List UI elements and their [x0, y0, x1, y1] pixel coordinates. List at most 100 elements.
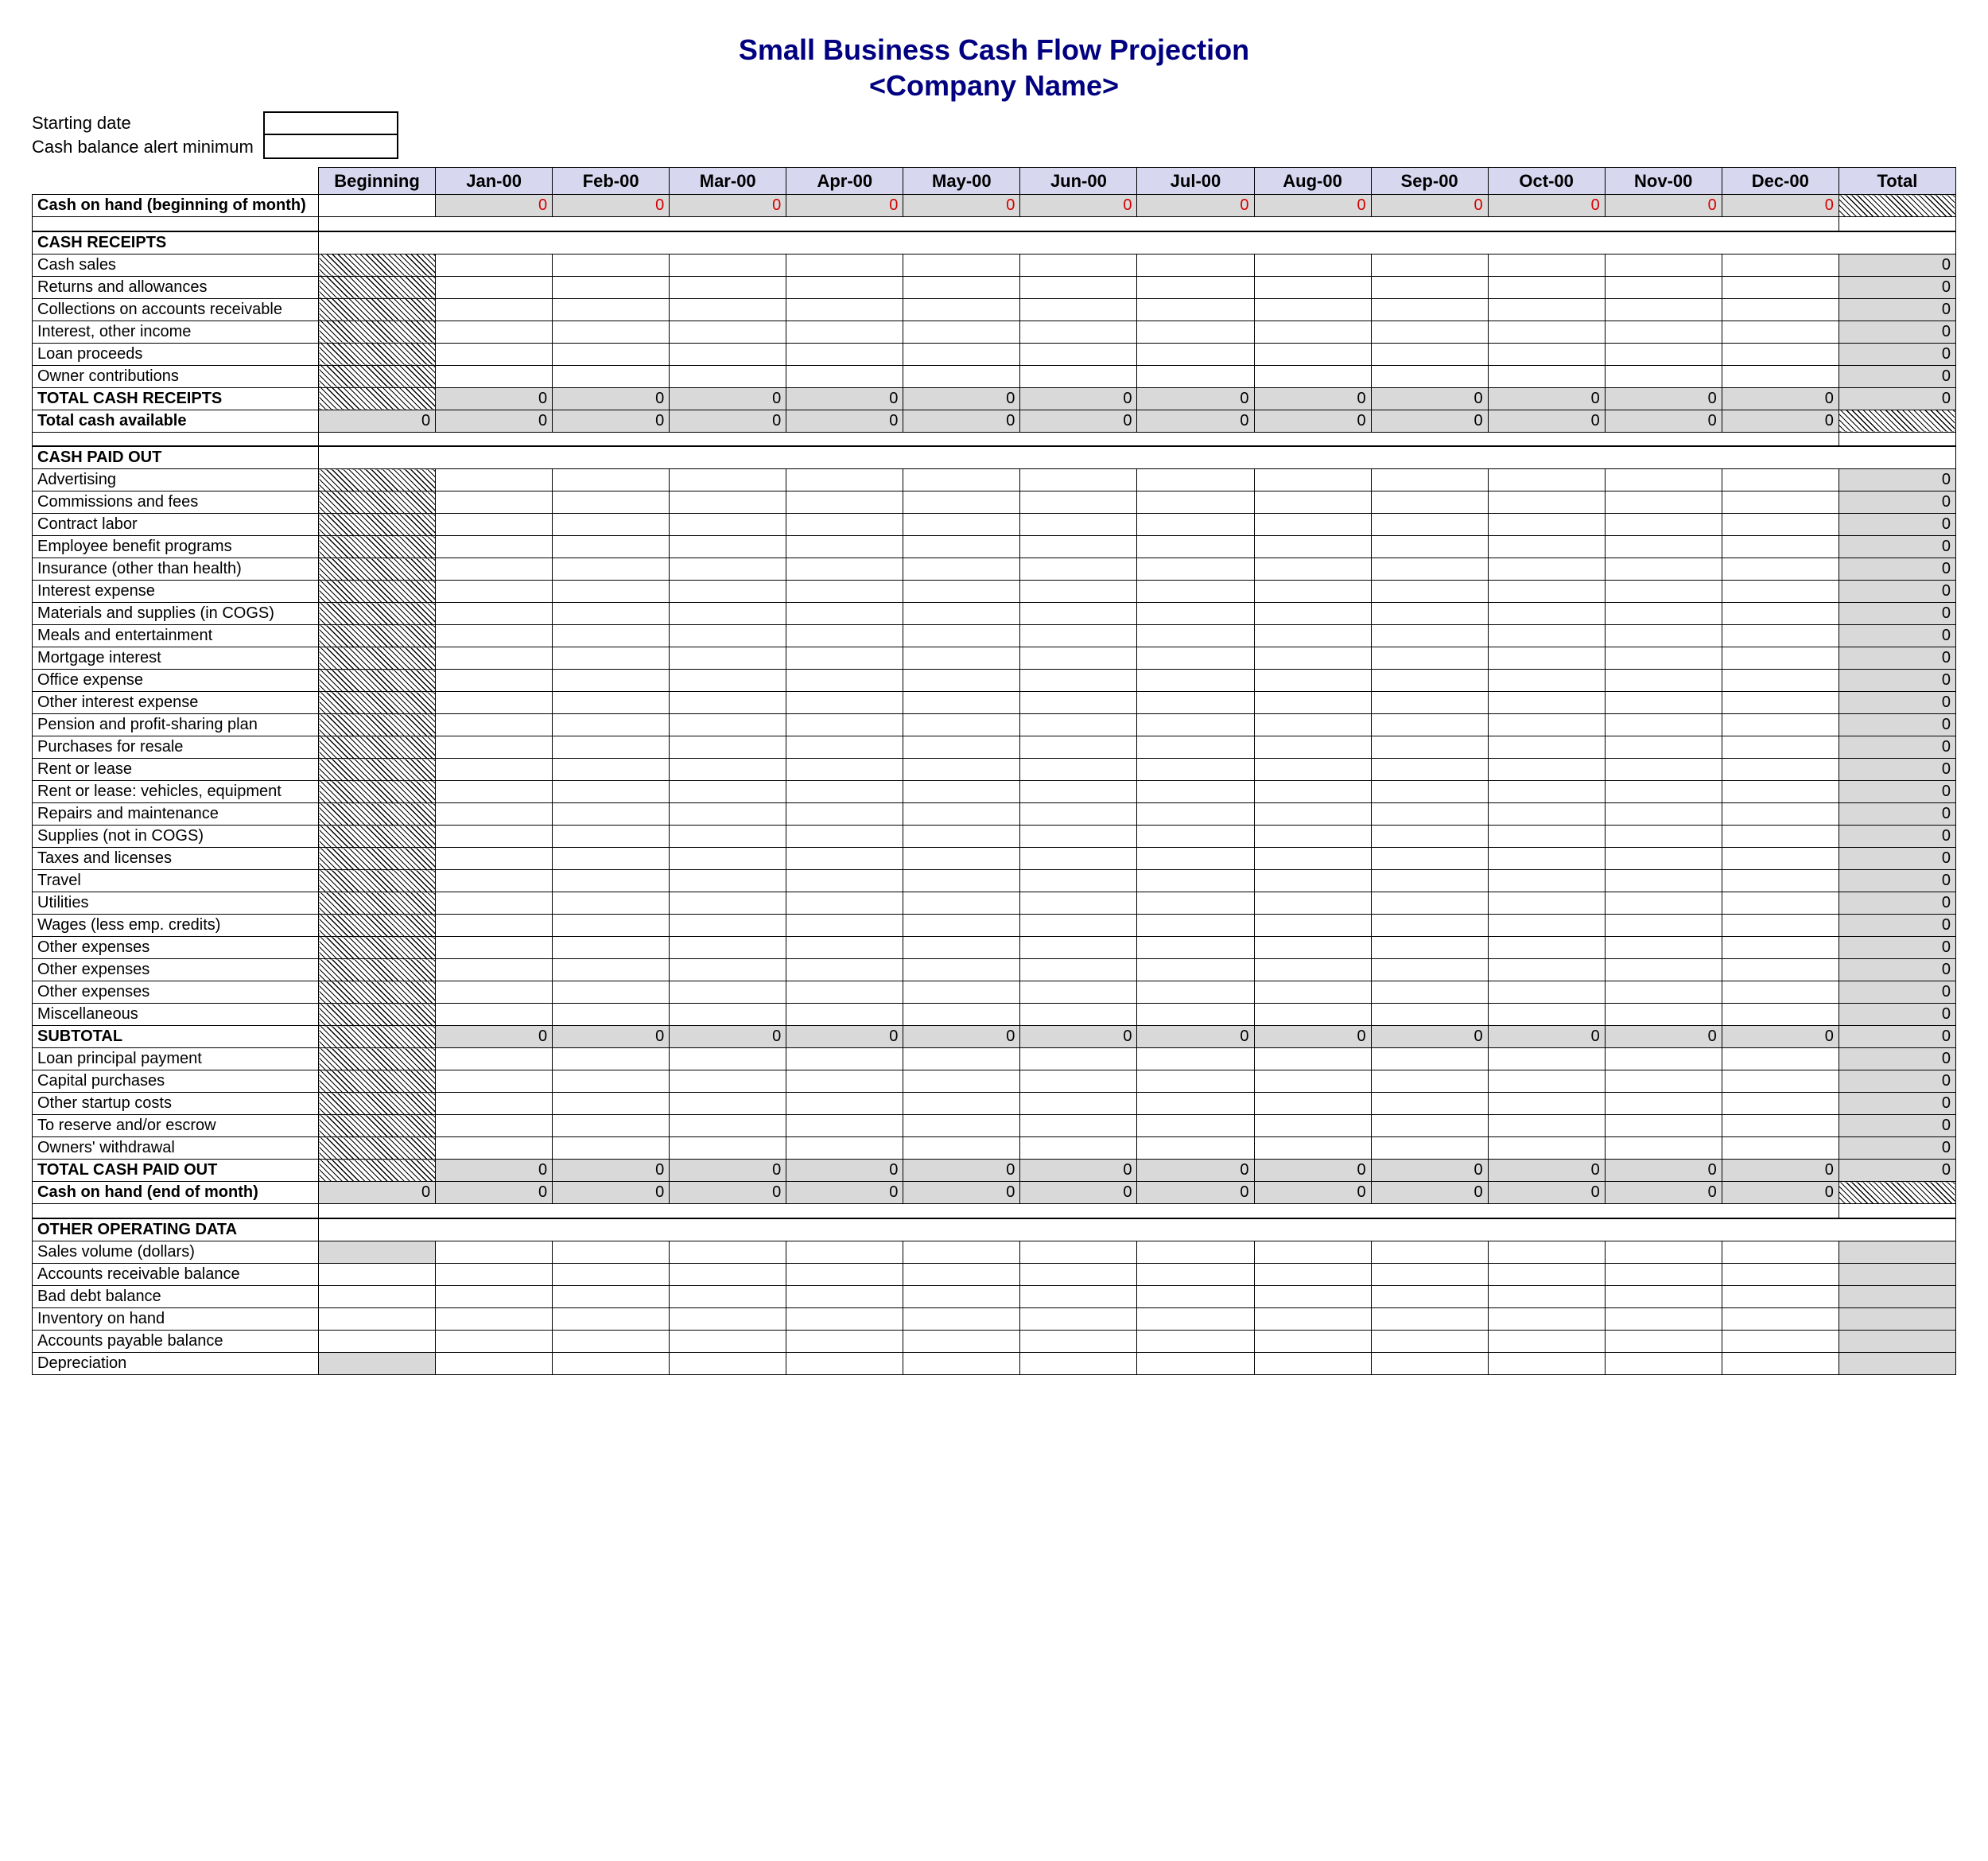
cell[interactable]: [1722, 870, 1839, 892]
cell[interactable]: [1722, 491, 1839, 514]
cell[interactable]: [1254, 915, 1371, 937]
cell[interactable]: [903, 298, 1020, 321]
cell[interactable]: [1722, 1285, 1839, 1307]
cell[interactable]: [786, 321, 903, 343]
cell[interactable]: [553, 670, 670, 692]
cell[interactable]: [319, 848, 436, 870]
cell[interactable]: [553, 1115, 670, 1137]
cell[interactable]: [903, 581, 1020, 603]
cell[interactable]: [319, 1160, 436, 1182]
cell[interactable]: [319, 581, 436, 603]
cell[interactable]: [319, 892, 436, 915]
cell[interactable]: [1137, 365, 1254, 387]
cell[interactable]: [903, 1115, 1020, 1137]
cell[interactable]: [1254, 603, 1371, 625]
cell[interactable]: [1254, 803, 1371, 826]
cell[interactable]: [553, 892, 670, 915]
cell[interactable]: [1605, 1241, 1722, 1263]
cell[interactable]: [319, 625, 436, 647]
cell[interactable]: [670, 625, 786, 647]
cell[interactable]: [553, 1004, 670, 1026]
cell[interactable]: [1020, 692, 1137, 714]
cell[interactable]: 0: [1605, 195, 1722, 217]
cell[interactable]: [1020, 254, 1137, 276]
cell[interactable]: [1488, 959, 1605, 981]
cell[interactable]: [670, 781, 786, 803]
cell[interactable]: [1722, 892, 1839, 915]
cell[interactable]: [1488, 736, 1605, 759]
cell[interactable]: [1254, 1330, 1371, 1352]
cell[interactable]: [670, 981, 786, 1004]
cell[interactable]: [670, 670, 786, 692]
cell[interactable]: [670, 803, 786, 826]
cell-total[interactable]: 0: [1839, 1048, 1955, 1070]
cell-total[interactable]: 0: [1839, 959, 1955, 981]
cell[interactable]: [670, 959, 786, 981]
cell[interactable]: [1020, 670, 1137, 692]
cell[interactable]: [436, 826, 553, 848]
cell[interactable]: [1371, 365, 1488, 387]
cell[interactable]: [1488, 915, 1605, 937]
cell[interactable]: [553, 981, 670, 1004]
cell[interactable]: 0: [1371, 1160, 1488, 1182]
cell[interactable]: 0: [1254, 1160, 1371, 1182]
cell[interactable]: [553, 1263, 670, 1285]
cell[interactable]: [903, 915, 1020, 937]
cell[interactable]: [1137, 625, 1254, 647]
cell[interactable]: [903, 625, 1020, 647]
cell[interactable]: 0: [1254, 1026, 1371, 1048]
cell-total[interactable]: 0: [1839, 736, 1955, 759]
cell[interactable]: [1137, 714, 1254, 736]
cell[interactable]: [1488, 1352, 1605, 1374]
cell[interactable]: [1020, 469, 1137, 491]
cell[interactable]: [1020, 1004, 1137, 1026]
cell[interactable]: [1722, 1307, 1839, 1330]
cell[interactable]: [1254, 692, 1371, 714]
cell[interactable]: [319, 536, 436, 558]
cell[interactable]: [553, 1285, 670, 1307]
cell-total[interactable]: [1839, 1285, 1955, 1307]
cell[interactable]: [786, 254, 903, 276]
cell[interactable]: [786, 892, 903, 915]
cell[interactable]: [1254, 937, 1371, 959]
cell[interactable]: [1137, 321, 1254, 343]
cell[interactable]: [1137, 298, 1254, 321]
cell[interactable]: [553, 581, 670, 603]
cell[interactable]: [903, 647, 1020, 670]
cell[interactable]: [1371, 759, 1488, 781]
cell[interactable]: [1722, 254, 1839, 276]
cell[interactable]: [1254, 321, 1371, 343]
cell[interactable]: [319, 803, 436, 826]
cell[interactable]: [1488, 670, 1605, 692]
cell-total[interactable]: 0: [1839, 343, 1955, 365]
cell[interactable]: [319, 1026, 436, 1048]
cell[interactable]: [1605, 1263, 1722, 1285]
cell[interactable]: [1254, 625, 1371, 647]
cell[interactable]: [1605, 848, 1722, 870]
cell[interactable]: [903, 1048, 1020, 1070]
cell[interactable]: [1371, 1093, 1488, 1115]
cell[interactable]: [1605, 1004, 1722, 1026]
cell[interactable]: [1137, 781, 1254, 803]
cell[interactable]: [786, 937, 903, 959]
cell[interactable]: [1722, 1070, 1839, 1093]
cell[interactable]: [1722, 714, 1839, 736]
cell[interactable]: [1371, 848, 1488, 870]
cell[interactable]: [1020, 514, 1137, 536]
cell[interactable]: [553, 321, 670, 343]
cell[interactable]: [670, 736, 786, 759]
cell[interactable]: [436, 298, 553, 321]
cell[interactable]: [1020, 1352, 1137, 1374]
cell[interactable]: [553, 514, 670, 536]
cell[interactable]: [1371, 1004, 1488, 1026]
cell[interactable]: [786, 603, 903, 625]
cell-total[interactable]: 0: [1839, 469, 1955, 491]
cell[interactable]: [1254, 759, 1371, 781]
cell-total[interactable]: 0: [1839, 603, 1955, 625]
cell-total[interactable]: 0: [1839, 625, 1955, 647]
cell[interactable]: 0: [1137, 195, 1254, 217]
cell-total[interactable]: 0: [1839, 937, 1955, 959]
cell[interactable]: [1488, 1048, 1605, 1070]
cell[interactable]: [1488, 558, 1605, 581]
cell[interactable]: [1605, 603, 1722, 625]
